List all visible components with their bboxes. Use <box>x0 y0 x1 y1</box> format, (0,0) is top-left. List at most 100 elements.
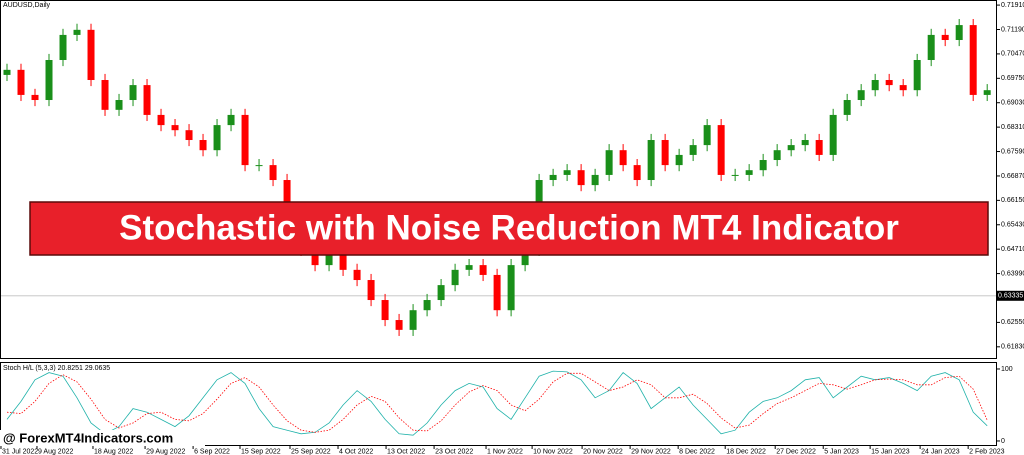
candle-body <box>409 310 417 330</box>
candle-body <box>745 170 753 175</box>
candle-body <box>605 150 613 175</box>
candle-body <box>143 85 151 115</box>
candle-body <box>619 150 627 166</box>
x-tick-label: 29 Aug 2022 <box>146 448 185 455</box>
candle-body <box>255 165 263 167</box>
stoch-panel-frame <box>0 362 997 446</box>
candle-body <box>941 34 949 41</box>
x-tick-label: 15 Jan 2023 <box>871 448 910 455</box>
candle-body <box>983 90 991 95</box>
candle-body <box>367 280 375 301</box>
y-tick-label: 0.63990 <box>1001 270 1024 277</box>
x-tick-label: 31 Jul 2022 <box>2 448 38 455</box>
candle-body <box>647 140 655 181</box>
plot-layer <box>0 18 997 436</box>
y-tick-label: 0.66870 <box>1001 173 1024 180</box>
candle-body <box>577 170 585 186</box>
candle-body <box>843 100 851 115</box>
y-tick-label: 0.70470 <box>1001 51 1024 58</box>
y-tick-label: 0.62550 <box>1001 319 1024 326</box>
x-tick-label: 18 Dec 2022 <box>726 448 766 455</box>
x-tick-label: 10 Nov 2022 <box>533 448 573 455</box>
y-tick-label: 100 <box>1001 366 1013 373</box>
y-tick-label: 0.65430 <box>1001 222 1024 229</box>
candle-body <box>857 90 865 101</box>
candle-body <box>185 130 193 141</box>
candle-body <box>423 300 431 311</box>
x-tick-label: 15 Sep 2022 <box>241 448 281 455</box>
main-panel-frame <box>0 0 997 359</box>
y-tick-label: 0.71190 <box>1001 26 1024 33</box>
candle-body <box>955 25 963 41</box>
candle-body <box>675 154 683 166</box>
watermark-bg <box>0 430 205 446</box>
candle-body <box>115 100 123 110</box>
candle-body <box>801 140 809 146</box>
candle-body <box>507 265 515 311</box>
x-tick-label: 23 Oct 2022 <box>435 448 473 455</box>
candle-body <box>563 170 571 175</box>
symbol-label: AUDUSD,Daily <box>3 2 51 9</box>
x-tick-label: 20 Nov 2022 <box>583 448 623 455</box>
candle-body <box>633 165 641 181</box>
candle-body <box>101 80 109 110</box>
candle-body <box>703 125 711 146</box>
candle-body <box>773 150 781 161</box>
indicator-label: Stoch H/L (5,3,3) 20.8251 29.0635 <box>3 365 110 372</box>
candle-body <box>73 29 81 35</box>
candle-body <box>815 140 823 155</box>
y-tick-label: 0.68310 <box>1001 124 1024 131</box>
candle-body <box>269 165 277 181</box>
candle-body <box>759 160 767 171</box>
y-tick-label: 0.64710 <box>1001 246 1024 253</box>
x-tick-label: 13 Oct 2022 <box>387 448 425 455</box>
x-tick-label: 6 Sep 2022 <box>194 448 230 455</box>
candle-body <box>885 80 893 86</box>
y-tick-label: 0.67590 <box>1001 148 1024 155</box>
candle-body <box>171 125 179 131</box>
candle-body <box>31 94 39 101</box>
current-price-label: 0.63335 <box>998 293 1023 300</box>
candle-body <box>3 69 11 75</box>
candle-body <box>437 285 445 301</box>
candle-body <box>213 125 221 151</box>
candle-body <box>787 145 795 151</box>
x-tick-label: 24 Jan 2023 <box>921 448 960 455</box>
candle-body <box>17 69 25 95</box>
candle-body <box>465 265 473 270</box>
candle-body <box>45 60 53 101</box>
candle-body <box>689 145 697 155</box>
candle-body <box>493 274 501 311</box>
candle-body <box>87 29 95 81</box>
x-tick-label: 18 Aug 2022 <box>94 448 133 455</box>
candle-body <box>829 114 837 155</box>
candle-body <box>927 34 935 61</box>
candle-body <box>899 85 907 91</box>
candle-body <box>661 140 669 166</box>
candle-body <box>717 125 725 175</box>
candle-body <box>913 60 921 91</box>
current-price-box <box>997 290 1024 301</box>
candle-body <box>59 34 67 61</box>
candle-body <box>283 180 291 215</box>
candle-body <box>395 320 403 330</box>
y-tick-label: 0.61830 <box>1001 344 1024 351</box>
x-tick-label: 25 Sep 2022 <box>291 448 331 455</box>
x-tick-label: 4 Oct 2022 <box>339 448 373 455</box>
x-tick-label: 29 Nov 2022 <box>631 448 671 455</box>
y-tick-label: 0.69750 <box>1001 75 1024 82</box>
candle-body <box>129 85 137 101</box>
stoch-line <box>6 370 988 436</box>
candle-body <box>969 25 977 95</box>
candle-body <box>325 254 333 266</box>
candle-body <box>227 114 235 126</box>
candle-body <box>241 114 249 166</box>
watermark: @ ForexMT4Indicators.com <box>3 430 173 445</box>
candle-body <box>451 269 459 286</box>
candle-body <box>311 249 319 266</box>
candle-body <box>731 174 739 176</box>
x-tick-label: 9 Aug 2022 <box>38 448 74 455</box>
candle-body <box>157 114 165 126</box>
